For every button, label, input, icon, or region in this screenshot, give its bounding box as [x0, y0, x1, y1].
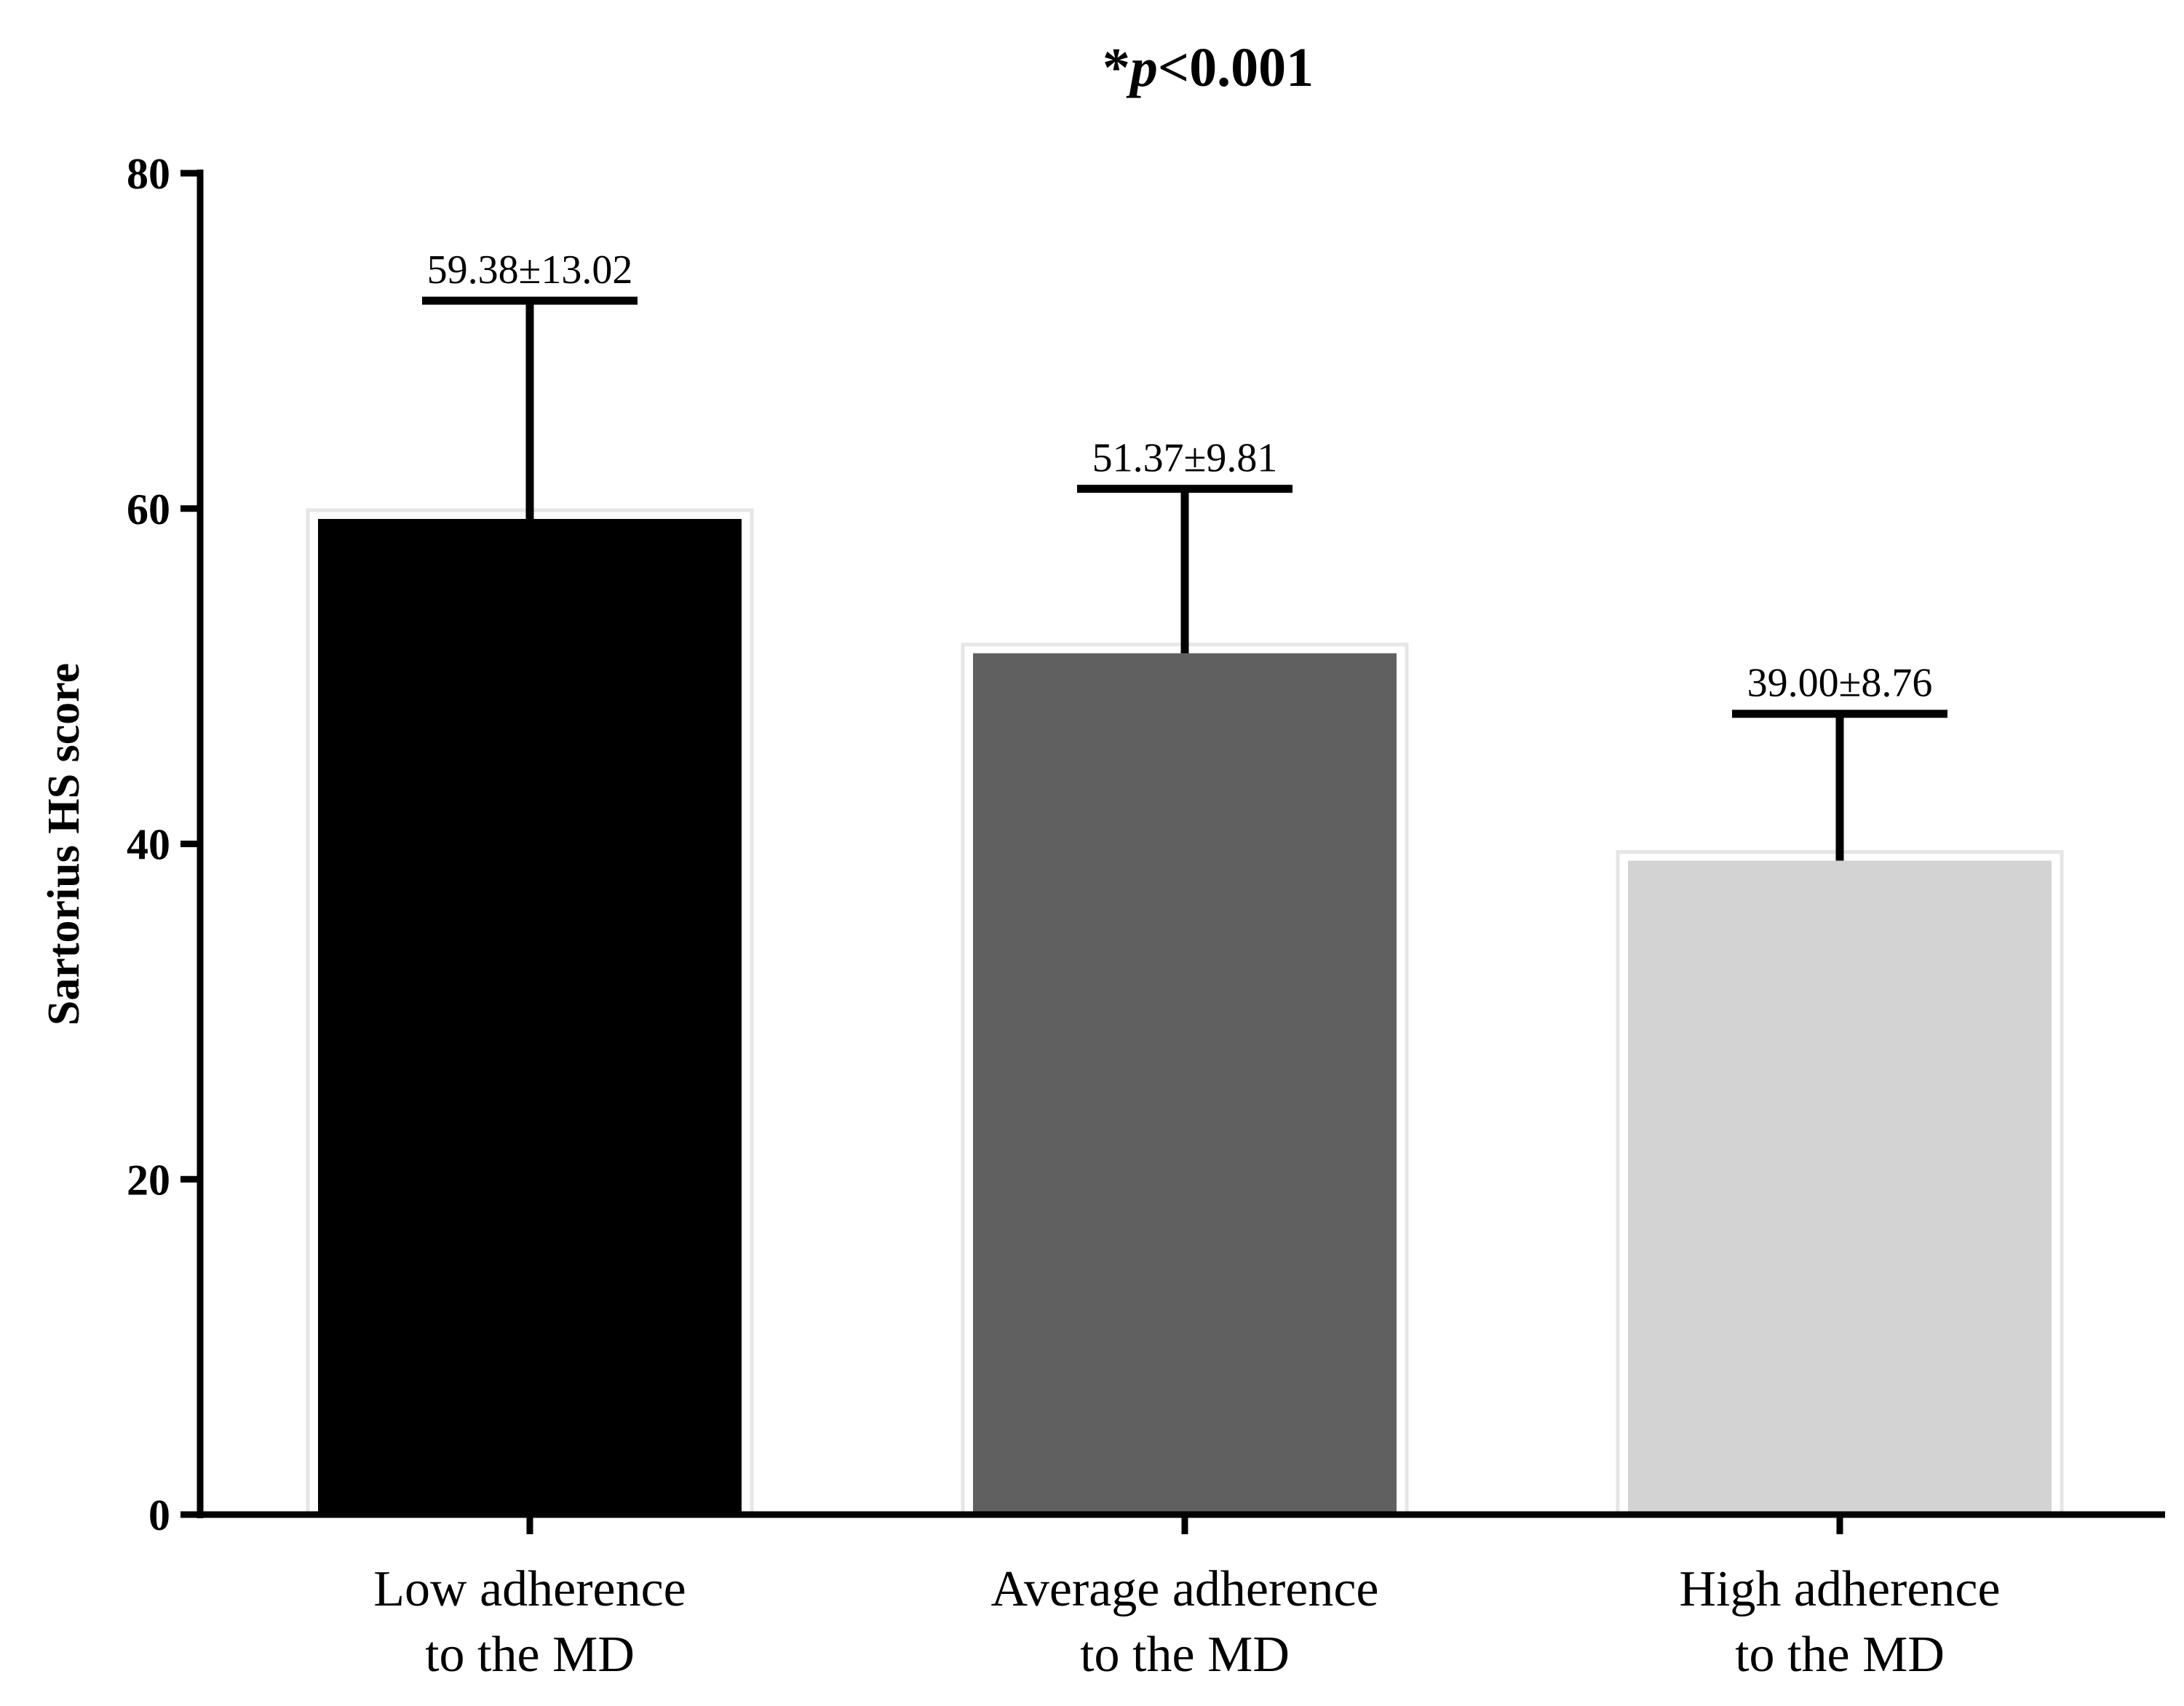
- y-tick-label: 40: [127, 821, 170, 869]
- data-label: 51.37±9.81: [1092, 436, 1278, 481]
- category-label-line1: High adherence: [1679, 1561, 2000, 1617]
- bar: [318, 519, 742, 1515]
- category-label-line2: to the MD: [425, 1627, 635, 1683]
- category-label-line1: Low adherence: [373, 1561, 686, 1617]
- category-label-line2: to the MD: [1080, 1627, 1290, 1683]
- y-tick-label: 60: [127, 485, 170, 533]
- bar: [973, 653, 1397, 1515]
- y-ticks-layer: 0 20 40 60 80: [127, 150, 1843, 1539]
- chart-title: *p<0.001: [1103, 37, 1314, 98]
- y-axis-label: Sartorius HS score: [39, 663, 89, 1025]
- category-label-line2: to the MD: [1735, 1627, 1945, 1683]
- bars-layer: [306, 508, 2064, 1517]
- data-label: 39.00±8.76: [1747, 661, 1933, 706]
- y-tick-label: 0: [148, 1491, 170, 1539]
- data-label: 59.38±13.02: [427, 247, 633, 293]
- error-bars-layer: [422, 296, 1947, 861]
- title-italic-p: p: [1126, 37, 1158, 98]
- bar: [1628, 860, 2052, 1515]
- title-prefix: *: [1103, 37, 1130, 98]
- title-suffix: <0.001: [1158, 37, 1314, 98]
- y-tick-label: 20: [127, 1156, 170, 1204]
- y-tick-label: 80: [127, 150, 170, 198]
- labels-layer: 59.38±13.02 Low adherence to the MD 51.37±9…: [373, 247, 2000, 1683]
- category-label-line1: Average adherence: [990, 1561, 1378, 1617]
